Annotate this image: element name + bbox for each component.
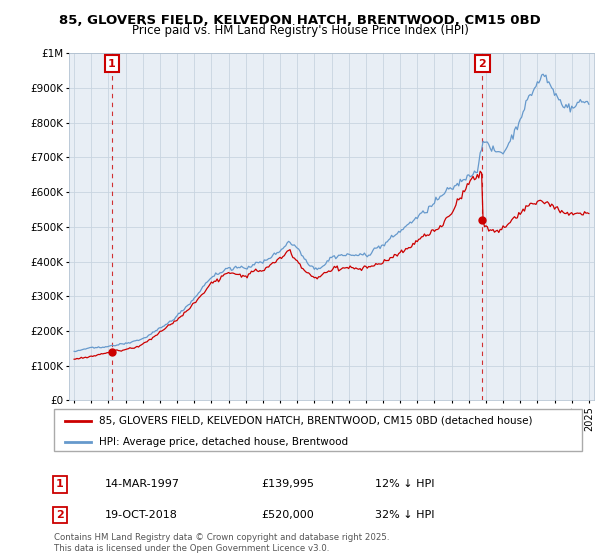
- Text: 85, GLOVERS FIELD, KELVEDON HATCH, BRENTWOOD, CM15 0BD (detached house): 85, GLOVERS FIELD, KELVEDON HATCH, BRENT…: [99, 416, 532, 426]
- Text: 32% ↓ HPI: 32% ↓ HPI: [375, 510, 434, 520]
- Text: 19-OCT-2018: 19-OCT-2018: [105, 510, 178, 520]
- Text: 2: 2: [56, 510, 64, 520]
- Text: Price paid vs. HM Land Registry's House Price Index (HPI): Price paid vs. HM Land Registry's House …: [131, 24, 469, 37]
- Text: £139,995: £139,995: [261, 479, 314, 489]
- Text: 1: 1: [108, 59, 116, 69]
- Text: 12% ↓ HPI: 12% ↓ HPI: [375, 479, 434, 489]
- Text: 1: 1: [56, 479, 64, 489]
- FancyBboxPatch shape: [54, 409, 582, 451]
- Text: 14-MAR-1997: 14-MAR-1997: [105, 479, 180, 489]
- Text: HPI: Average price, detached house, Brentwood: HPI: Average price, detached house, Bren…: [99, 437, 348, 446]
- Text: 85, GLOVERS FIELD, KELVEDON HATCH, BRENTWOOD, CM15 0BD: 85, GLOVERS FIELD, KELVEDON HATCH, BRENT…: [59, 14, 541, 27]
- Text: £520,000: £520,000: [261, 510, 314, 520]
- Text: Contains HM Land Registry data © Crown copyright and database right 2025.
This d: Contains HM Land Registry data © Crown c…: [54, 533, 389, 553]
- Text: 2: 2: [479, 59, 487, 69]
